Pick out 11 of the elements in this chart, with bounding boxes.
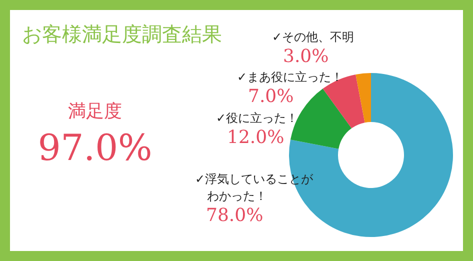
data-label: 7.0% <box>248 86 294 107</box>
data-label: 3.0% <box>283 46 329 67</box>
text: 満足度 <box>68 101 122 122</box>
slice-label: ✓その他、不明 <box>272 30 354 44</box>
text: 97.0% <box>38 128 152 169</box>
slice-label: ✓役に立った！ <box>216 111 298 125</box>
donut-slice <box>356 73 371 123</box>
chart-title: お客様満足度調査結果 <box>22 22 222 46</box>
data-label: 12.0% <box>227 127 284 148</box>
data-label: 78.0% <box>206 205 264 226</box>
slice-label: ✓まあ役に立った！ <box>237 70 343 84</box>
